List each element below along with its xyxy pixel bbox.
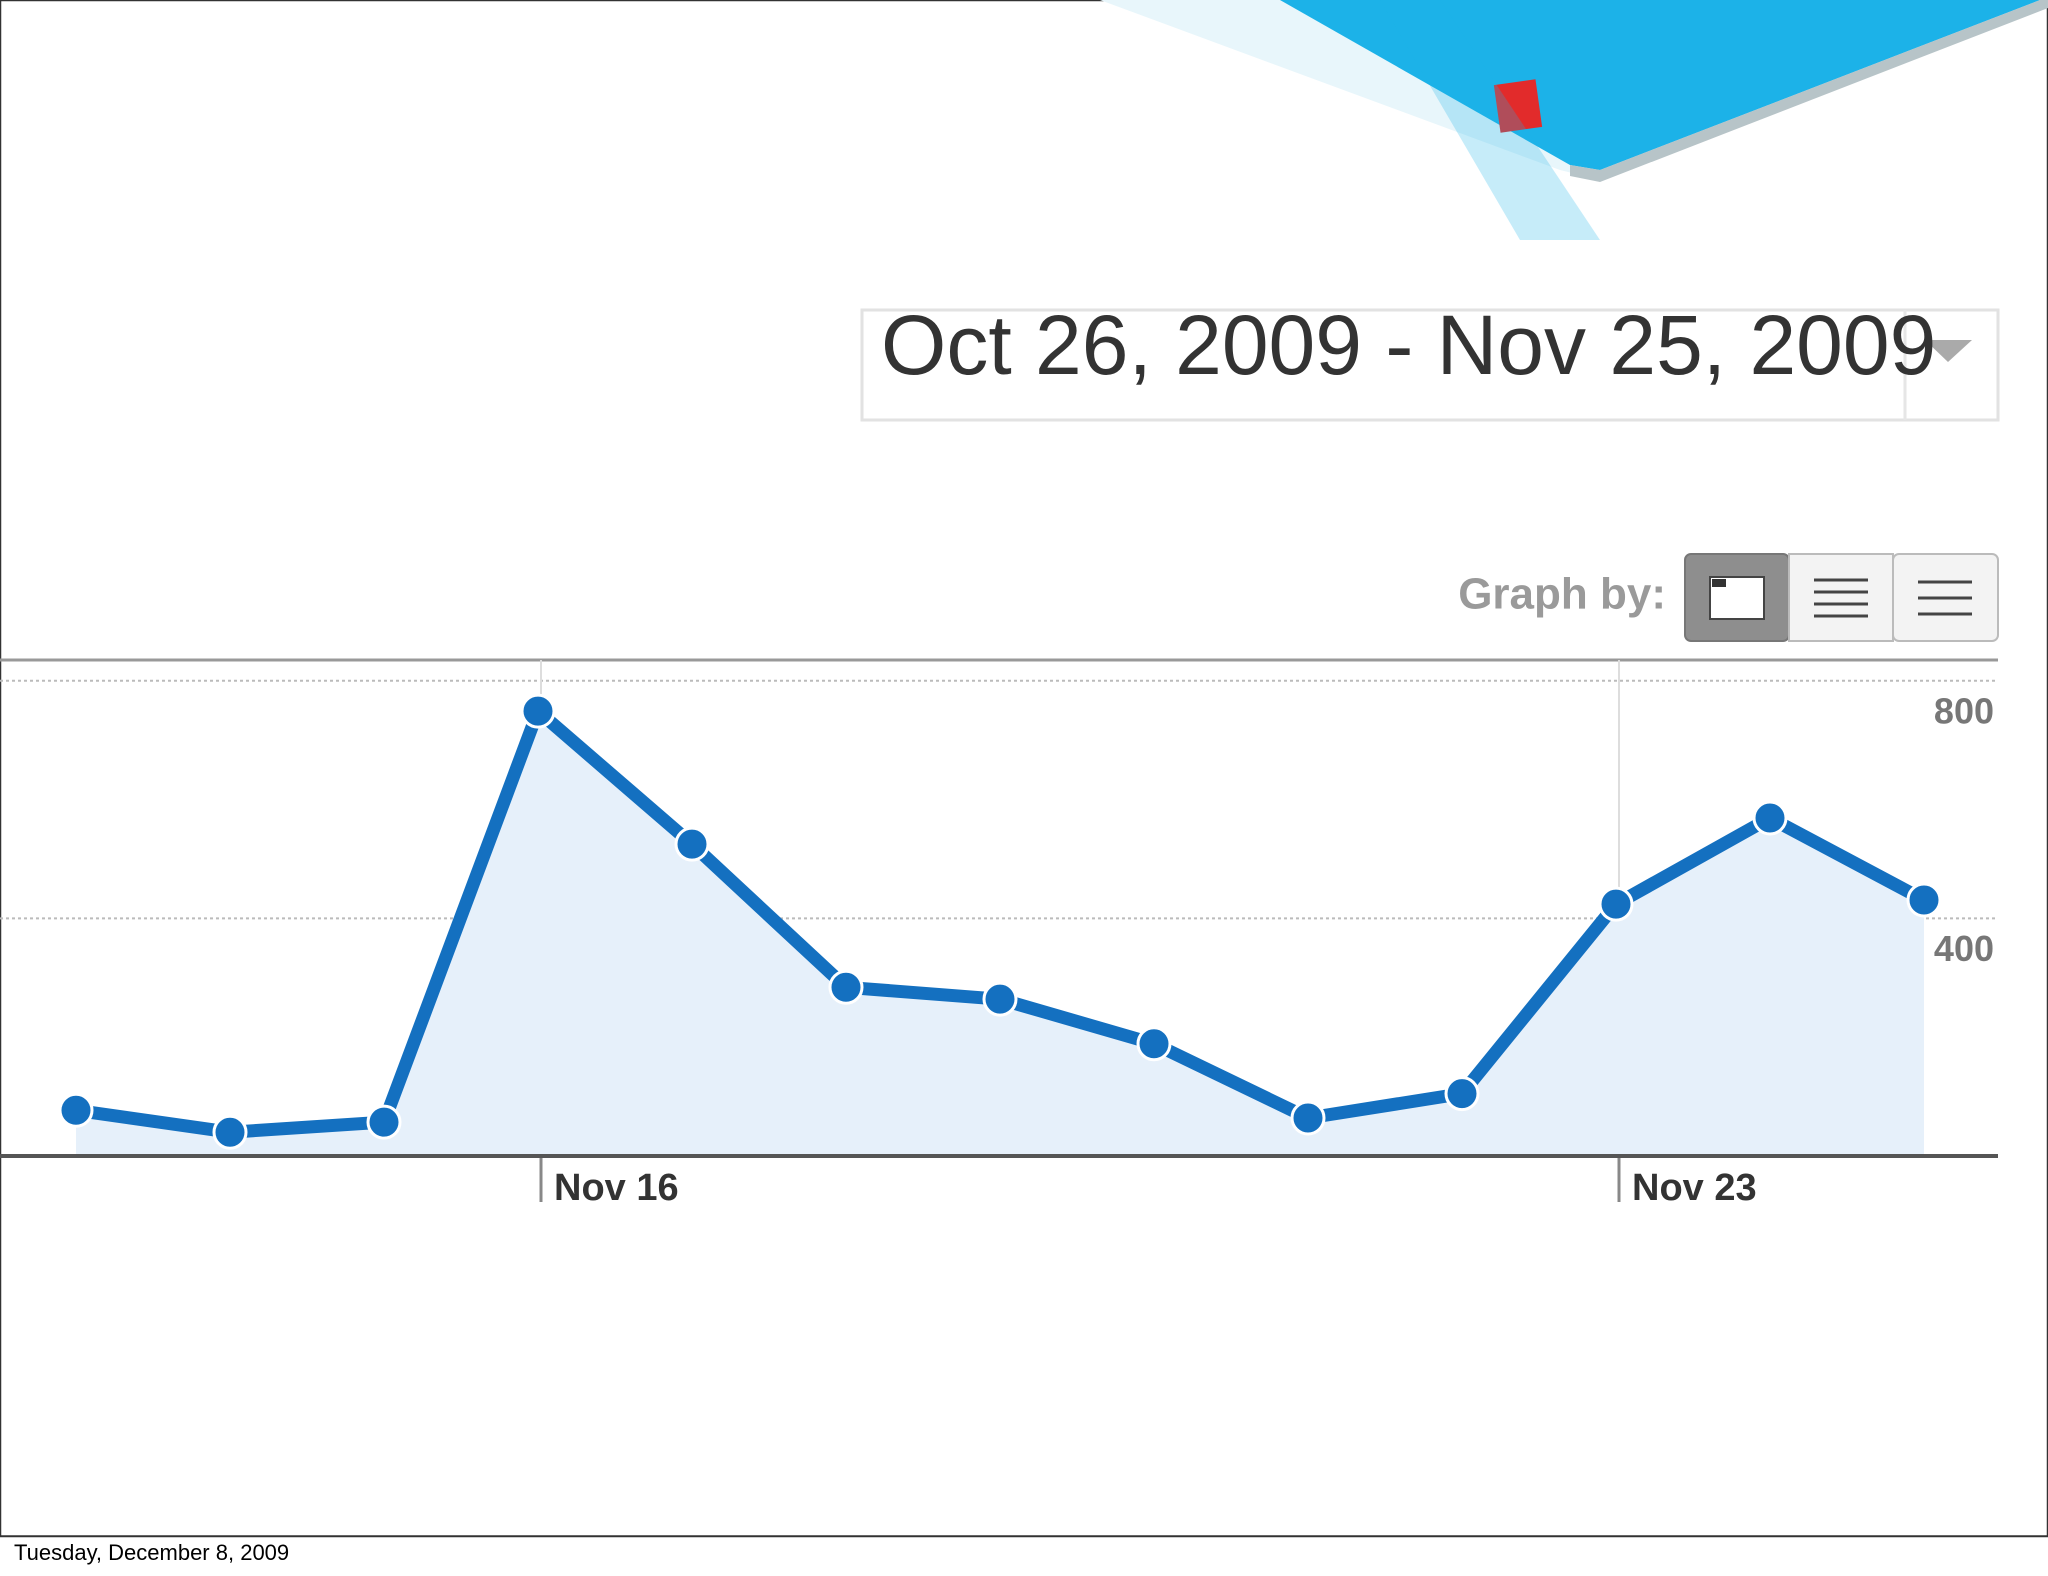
book-cover bbox=[1100, 0, 2048, 240]
point bbox=[520, 693, 556, 729]
y-tick-label: 800 bbox=[1934, 690, 1994, 731]
point bbox=[1444, 1076, 1480, 1112]
point bbox=[366, 1104, 402, 1140]
date-range: Oct 26, 2009 - Nov 25, 2009 bbox=[881, 298, 1936, 392]
point bbox=[1290, 1100, 1326, 1136]
point bbox=[1752, 800, 1788, 836]
plot: 400 800 Nov 16 Nov 23 bbox=[0, 660, 1998, 1209]
point bbox=[1136, 1026, 1172, 1062]
graph-by-label: Graph by: bbox=[1458, 570, 1666, 619]
y-tick-label: 400 bbox=[1934, 928, 1994, 969]
point bbox=[674, 826, 710, 862]
area bbox=[76, 711, 1924, 1156]
graph-by-buttons bbox=[1684, 553, 1999, 642]
point bbox=[1598, 886, 1634, 922]
point bbox=[1906, 882, 1942, 918]
graph-by-week[interactable] bbox=[1788, 553, 1894, 642]
x-tick-label: Nov 16 bbox=[554, 1167, 679, 1209]
x-tick-label: Nov 23 bbox=[1632, 1167, 1757, 1209]
point bbox=[212, 1114, 248, 1150]
point bbox=[982, 981, 1018, 1017]
slide-frame bbox=[0, 0, 2048, 1538]
footer-date: Tuesday, December 8, 2009 bbox=[14, 1540, 289, 1565]
date-range-picker[interactable] bbox=[860, 308, 2000, 422]
point bbox=[58, 1092, 94, 1128]
point bbox=[828, 969, 864, 1005]
